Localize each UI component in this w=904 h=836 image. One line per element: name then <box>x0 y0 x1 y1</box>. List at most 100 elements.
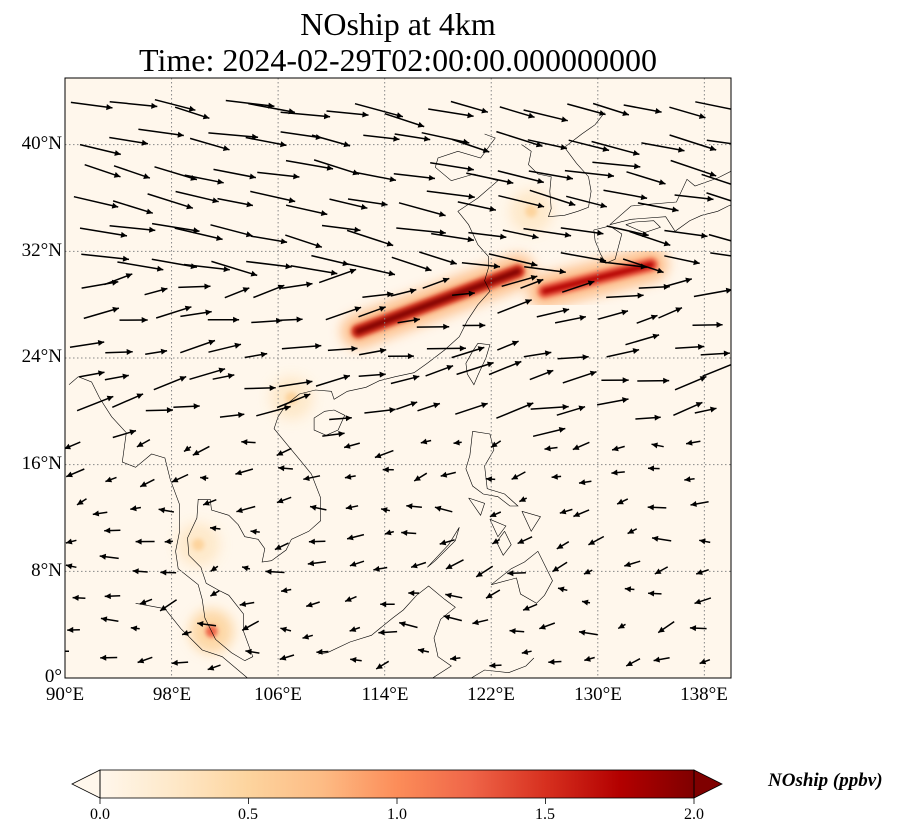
wind-arrow-head <box>92 510 100 517</box>
wind-arrow-head <box>737 108 744 114</box>
wind-arrow-shaft <box>79 143 121 156</box>
wind-arrow-shaft <box>245 136 287 147</box>
wind-arrow-head <box>381 201 388 207</box>
wind-arrow-shaft <box>210 224 253 237</box>
wind-arrow-head <box>393 135 400 142</box>
coastline-segment <box>465 343 491 386</box>
coastline-segment <box>496 531 512 556</box>
coastline-segment <box>468 497 485 516</box>
wind-arrow-head <box>100 654 107 661</box>
map-panel <box>64 77 744 679</box>
wind-arrow-shaft <box>450 100 489 113</box>
wind-arrow-head <box>560 144 567 151</box>
wind-arrow-head <box>113 172 121 178</box>
wind-arrow-head <box>106 395 114 402</box>
wind-arrow-head <box>572 444 580 450</box>
wind-arrow-head <box>186 203 193 210</box>
wind-arrow-head <box>428 174 435 181</box>
wind-arrow-shaft <box>592 161 641 168</box>
wind-arrow-head <box>589 370 597 377</box>
wind-arrow-head <box>477 346 485 352</box>
wind-arrow-head <box>399 621 406 628</box>
wind-arrow-head <box>450 259 457 265</box>
wind-arrow-shaft <box>109 224 156 232</box>
wind-arrow-head <box>379 347 387 354</box>
wind-vectors <box>65 98 744 671</box>
wind-arrow-shaft <box>603 189 648 199</box>
wind-arrow-head <box>197 621 204 627</box>
wind-arrow-head <box>710 406 717 413</box>
wind-arrow-head <box>139 599 147 605</box>
wind-arrow-head <box>136 441 144 447</box>
wind-arrow-head <box>238 412 245 418</box>
wind-arrow-head <box>663 377 670 384</box>
wind-arrow-shaft <box>523 227 572 237</box>
wind-arrow-head <box>558 427 566 433</box>
wind-arrow-head <box>239 601 247 607</box>
wind-arrow-head <box>349 626 357 632</box>
wind-arrow-shaft <box>693 289 731 298</box>
wind-arrow-head <box>723 350 730 357</box>
wind-arrow-head <box>579 629 586 636</box>
wind-arrow-head <box>509 628 516 635</box>
wind-arrow-head <box>387 291 394 298</box>
lat-tick-16n: 16°N <box>21 453 62 474</box>
wind-arrow-head <box>67 626 74 633</box>
wind-arrow-head <box>281 587 288 594</box>
wind-arrow-head <box>242 624 249 631</box>
wind-arrow-head <box>409 288 417 294</box>
wind-arrow-head <box>476 571 483 577</box>
wind-arrow-shaft <box>246 260 292 268</box>
wind-arrow-head <box>537 178 544 184</box>
wind-arrow-head <box>519 496 526 502</box>
wind-arrow-head <box>307 560 315 567</box>
wind-arrow-shaft <box>529 189 576 206</box>
wind-arrow-head <box>445 592 452 599</box>
wind-arrow-shaft <box>591 140 640 156</box>
wind-arrow-head <box>725 287 731 294</box>
wind-arrow-head <box>607 172 614 179</box>
wind-arrow-shaft <box>456 361 494 376</box>
wind-arrow-shaft <box>81 281 119 289</box>
wind-arrow-head <box>528 112 535 119</box>
wind-arrow-head <box>539 623 546 630</box>
wind-arrow-head <box>99 553 107 560</box>
wind-arrow-shaft <box>466 172 514 184</box>
wind-arrow-head <box>77 499 84 505</box>
wind-arrow-head <box>182 630 189 636</box>
wind-arrow-head <box>410 401 418 407</box>
wind-arrow-shaft <box>73 195 119 208</box>
wind-arrow-head <box>506 178 514 185</box>
wind-arrow-shaft <box>528 170 574 180</box>
colorbar-tick-label: 2.0 <box>684 806 704 823</box>
wind-arrow-head <box>433 402 440 409</box>
wind-arrow-head <box>491 441 498 448</box>
wind-arrow-head <box>407 353 414 360</box>
wind-arrow-head <box>179 376 187 382</box>
colorbar-ticks <box>99 798 695 804</box>
wind-arrow-head <box>158 507 166 514</box>
wind-arrow-head <box>624 561 631 568</box>
hotspot-core <box>355 268 521 335</box>
wind-arrow-head <box>467 165 474 172</box>
wind-arrow-head <box>338 431 345 437</box>
wind-arrow-shaft <box>530 405 569 410</box>
wind-arrow-head <box>104 527 111 534</box>
coastline-segment <box>521 511 541 532</box>
wind-arrow-shaft <box>138 128 184 137</box>
wind-arrow-head <box>647 504 654 511</box>
wind-arrow-head <box>129 429 136 436</box>
wind-arrow-head <box>652 333 660 340</box>
wind-arrow-head <box>265 568 272 575</box>
wind-arrow-head <box>246 201 253 208</box>
wind-arrow-head <box>236 507 243 513</box>
wind-arrow-head <box>97 340 105 346</box>
wind-arrow-shaft <box>257 171 300 178</box>
wind-arrow-shaft <box>398 202 446 217</box>
wind-arrow-head <box>303 475 310 481</box>
wind-arrow-head <box>423 135 431 142</box>
wind-arrow-head <box>284 405 291 411</box>
wind-arrow-shaft <box>674 194 714 201</box>
wind-arrow-head <box>420 438 428 445</box>
colorbar-tick-label: 0.5 <box>238 806 258 823</box>
